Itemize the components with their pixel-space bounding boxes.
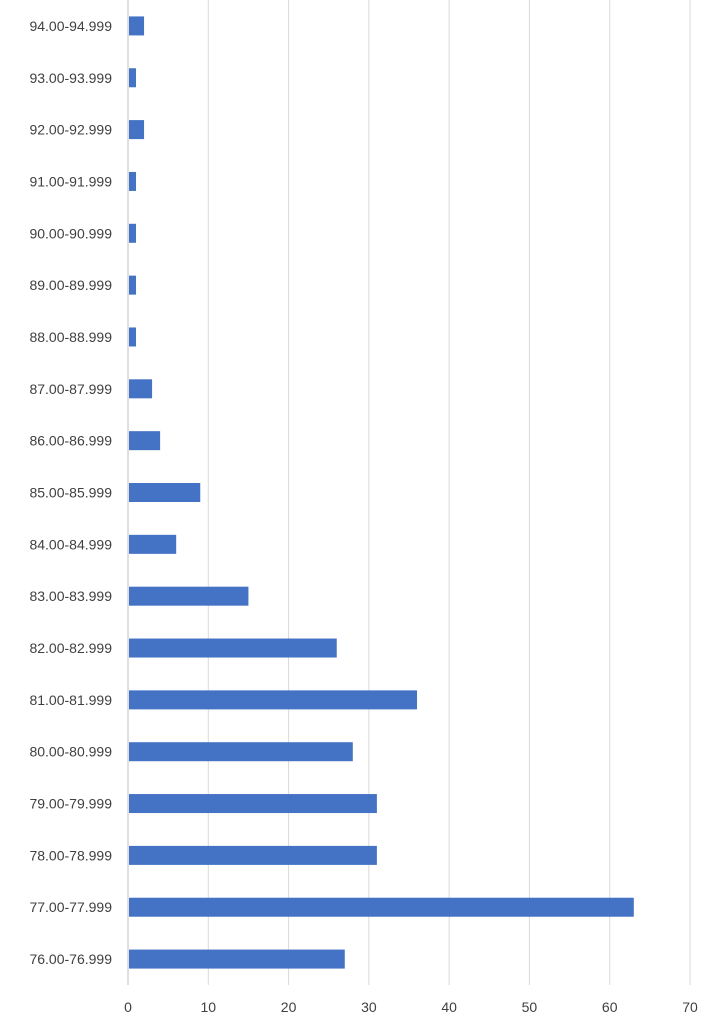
bar (129, 120, 145, 140)
category-label: 92.00-92.999 (29, 122, 112, 138)
x-tick-label: 40 (441, 999, 457, 1015)
category-label: 76.00-76.999 (29, 951, 112, 967)
x-tick-layer: 0 10 20 30 40 50 60 70 (124, 999, 698, 1015)
bar (129, 586, 249, 606)
category-label: 79.00-79.999 (29, 796, 112, 812)
bar (129, 223, 137, 243)
category-label: 81.00-81.999 (29, 692, 112, 708)
bar (129, 171, 137, 191)
x-tick-label: 50 (522, 999, 538, 1015)
x-tick-label: 0 (124, 999, 132, 1015)
category-label: 90.00-90.999 (29, 225, 112, 241)
x-tick-label: 20 (281, 999, 297, 1015)
bar (129, 794, 377, 814)
category-label: 83.00-83.999 (29, 588, 112, 604)
bar (129, 483, 201, 502)
category-label: 80.00-80.999 (29, 744, 112, 760)
category-label: 88.00-88.999 (29, 329, 112, 345)
category-label-layer: 94.00-94.999 93.00-93.999 92.00-92.999 91.0… (29, 18, 112, 967)
category-label: 77.00-77.999 (29, 899, 112, 915)
category-label: 89.00-89.999 (29, 277, 112, 293)
bar (129, 845, 377, 865)
bar (129, 327, 137, 347)
bar (129, 275, 137, 295)
bar (129, 638, 337, 658)
category-label: 86.00-86.999 (29, 433, 112, 449)
bar (129, 690, 418, 710)
category-label: 91.00-91.999 (29, 173, 112, 189)
bar (129, 16, 145, 36)
bar (129, 742, 353, 762)
x-tick-label: 70 (682, 999, 698, 1015)
category-label: 84.00-84.999 (29, 536, 112, 552)
bar (129, 431, 161, 451)
bar (129, 949, 345, 969)
category-label: 87.00-87.999 (29, 381, 112, 397)
x-tick-label: 30 (361, 999, 377, 1015)
bar (129, 68, 137, 88)
category-label: 85.00-85.999 (29, 485, 112, 501)
x-tick-label: 60 (602, 999, 618, 1015)
category-label: 93.00-93.999 (29, 70, 112, 86)
bar-layer (129, 16, 634, 969)
bar (129, 379, 153, 399)
category-label: 78.00-78.999 (29, 847, 112, 863)
x-tick-label: 10 (200, 999, 216, 1015)
category-label: 94.00-94.999 (29, 18, 112, 34)
grid-layer (127, 0, 691, 985)
bar (129, 534, 177, 554)
category-label: 82.00-82.999 (29, 640, 112, 656)
bar (129, 897, 634, 917)
